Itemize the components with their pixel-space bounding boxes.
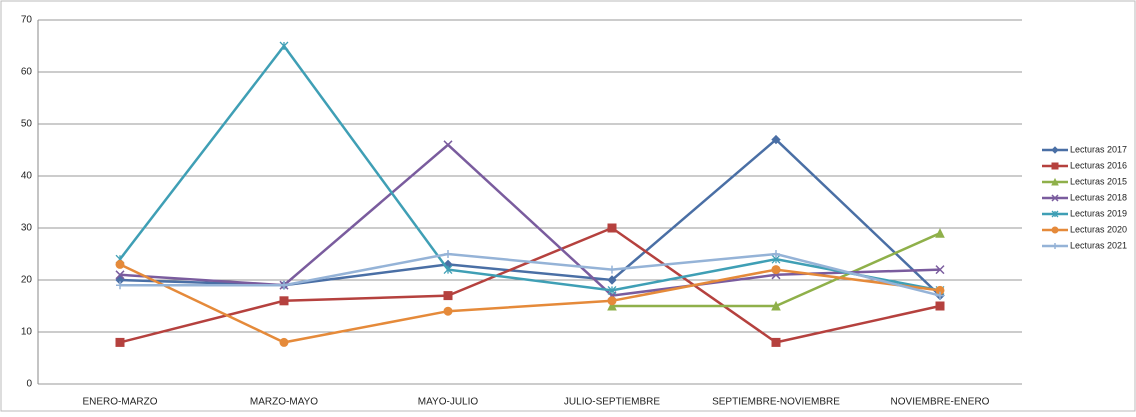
marker bbox=[935, 301, 945, 311]
y-tick-label: 70 bbox=[21, 15, 33, 26]
marker bbox=[771, 134, 781, 145]
marker bbox=[771, 337, 781, 347]
marker bbox=[280, 281, 288, 290]
marker bbox=[608, 265, 616, 274]
marker bbox=[607, 285, 617, 295]
marker bbox=[279, 337, 289, 347]
marker bbox=[1051, 162, 1059, 170]
marker bbox=[607, 296, 617, 306]
y-tick-label: 10 bbox=[21, 327, 33, 338]
marker bbox=[1051, 177, 1059, 186]
marker bbox=[1051, 210, 1059, 218]
y-tick-label: 20 bbox=[21, 275, 33, 286]
x-tick-label: NOVIEMBRE-ENERO bbox=[891, 397, 990, 408]
marker bbox=[607, 275, 617, 285]
legend-label: Lecturas 2017 bbox=[1070, 144, 1127, 154]
legend-label: Lecturas 2019 bbox=[1070, 208, 1127, 218]
x-tick-label: MARZO-MAYO bbox=[250, 397, 318, 408]
marker bbox=[279, 41, 289, 51]
marker bbox=[444, 250, 452, 258]
marker bbox=[279, 296, 289, 306]
x-tick-label: JULIO-SEPTIEMBRE bbox=[564, 397, 660, 408]
y-tick-label: 60 bbox=[21, 67, 33, 78]
marker bbox=[116, 281, 124, 290]
legend-label: Lecturas 2015 bbox=[1070, 176, 1127, 186]
x-tick-label: ENERO-MARZO bbox=[83, 397, 158, 408]
marker bbox=[443, 265, 453, 275]
marker bbox=[936, 291, 944, 300]
y-tick-label: 30 bbox=[21, 223, 33, 234]
marker bbox=[115, 259, 125, 269]
y-tick-label: 50 bbox=[21, 119, 33, 130]
marker bbox=[772, 250, 780, 258]
series-line bbox=[120, 252, 941, 297]
marker bbox=[115, 270, 125, 280]
marker bbox=[935, 228, 945, 238]
marker bbox=[1051, 194, 1059, 202]
marker bbox=[935, 265, 945, 275]
y-tick-label: 0 bbox=[26, 379, 32, 390]
y-tick-label: 40 bbox=[21, 171, 33, 182]
x-tick-label: SEPTIEMBRE-NOVIEMBRE bbox=[712, 397, 840, 408]
marker bbox=[443, 306, 453, 316]
marker bbox=[1051, 146, 1059, 154]
marker bbox=[1051, 226, 1059, 234]
series-line bbox=[119, 43, 941, 292]
marker bbox=[771, 265, 781, 275]
marker bbox=[443, 291, 453, 301]
legend-label: Lecturas 2018 bbox=[1070, 192, 1127, 202]
marker bbox=[771, 300, 781, 311]
marker bbox=[443, 140, 453, 150]
legend-label: Lecturas 2021 bbox=[1070, 240, 1127, 250]
marker bbox=[115, 337, 125, 347]
x-tick-label: MAYO-JULIO bbox=[418, 397, 479, 408]
legend-label: Lecturas 2020 bbox=[1070, 224, 1127, 234]
marker bbox=[1052, 243, 1058, 249]
marker bbox=[607, 300, 617, 311]
legend-label: Lecturas 2016 bbox=[1070, 160, 1127, 170]
series-line bbox=[119, 263, 941, 344]
marker bbox=[607, 223, 617, 233]
